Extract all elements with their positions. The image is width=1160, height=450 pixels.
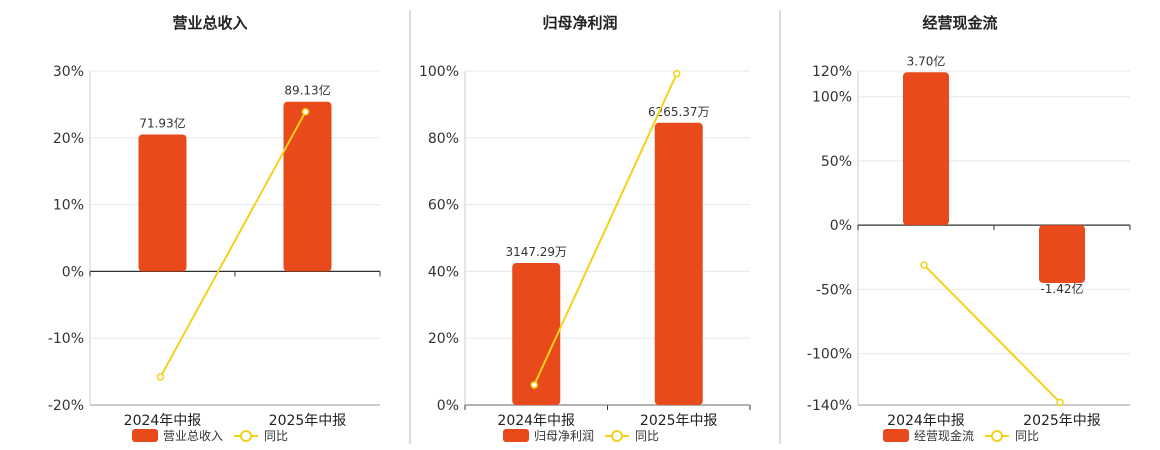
- bar-data-label: 71.93亿: [139, 115, 185, 130]
- chart-panel-1: 营业总收入 -20% -10% 0% 10% 20% 30% 2024年中报 2025年中报 71…: [48, 14, 381, 443]
- legend-line-marker: [611, 430, 623, 442]
- legend-bar-swatch: [503, 429, 529, 442]
- category-label: 2024年中报: [497, 413, 575, 429]
- legend-bar-swatch: [132, 429, 158, 442]
- bar-data-label: 6265.37万: [648, 105, 710, 119]
- y-tick-label: 20%: [53, 131, 84, 147]
- y-tick-label: 0%: [437, 398, 459, 414]
- y-tick-label: 30%: [53, 64, 84, 80]
- yoy-line: [533, 73, 678, 386]
- yoy-point: [920, 261, 928, 269]
- chart-title: 营业总收入: [172, 14, 247, 32]
- legend-label: 同比: [635, 429, 659, 443]
- y-tick-label: -100%: [807, 347, 852, 363]
- bar-data-label: 3147.29万: [505, 245, 567, 259]
- bar: [283, 101, 332, 272]
- legend-label: 营业总收入: [163, 429, 223, 443]
- chart-panel-3: 经营现金流 -140% -100% -50% 0% 50% 100% 120% 2024年中报 2…: [807, 14, 1131, 443]
- chart-title: 归母净利润: [542, 14, 617, 32]
- legend-label: 同比: [1015, 429, 1039, 443]
- legend-label: 同比: [264, 429, 288, 443]
- bar: [903, 72, 949, 226]
- y-tick-label: 50%: [821, 154, 852, 170]
- y-tick-label: 100%: [419, 64, 459, 80]
- yoy-point: [673, 69, 681, 78]
- chart-title: 经营现金流: [922, 14, 997, 32]
- legend-line-marker: [240, 430, 252, 442]
- legend-line-marker: [991, 430, 1003, 442]
- y-tick-label: 100%: [812, 90, 852, 106]
- y-tick-label: 0%: [830, 218, 852, 234]
- category-label: 2025年中报: [1023, 413, 1101, 429]
- y-tick-label: 10%: [53, 198, 84, 214]
- category-label: 2025年中报: [269, 413, 347, 429]
- y-tick-label: 40%: [428, 264, 459, 280]
- yoy-point: [1056, 398, 1064, 407]
- category-label: 2024年中报: [124, 413, 202, 429]
- y-tick-label: 80%: [428, 131, 459, 147]
- category-label: 2025年中报: [640, 413, 718, 429]
- bar: [138, 134, 187, 272]
- bar-data-label: -1.42亿: [1040, 281, 1083, 296]
- y-tick-label: -10%: [48, 331, 84, 347]
- y-tick-label: -50%: [816, 282, 852, 298]
- yoy-point: [156, 373, 165, 381]
- yoy-point: [530, 381, 538, 389]
- bar: [654, 122, 703, 406]
- yoy-line: [159, 111, 307, 378]
- y-tick-label: 0%: [62, 264, 84, 280]
- yoy-point: [301, 107, 310, 116]
- y-tick-label: 20%: [428, 331, 459, 347]
- y-tick-label: -20%: [48, 398, 84, 414]
- y-tick-label: 60%: [428, 198, 459, 214]
- category-label: 2024年中报: [887, 413, 965, 429]
- chart-panel-2: 归母净利润 0% 20% 40% 60% 80% 100% 2024年中报 2025年中报 314…: [419, 14, 751, 443]
- y-tick-label: -140%: [807, 398, 852, 414]
- legend-bar-swatch: [883, 429, 909, 442]
- legend-label: 经营现金流: [914, 428, 974, 443]
- yoy-line: [923, 264, 1061, 404]
- bar-data-label: 89.13亿: [284, 83, 330, 98]
- y-tick-label: 120%: [812, 64, 852, 80]
- legend-label: 归母净利润: [534, 429, 594, 443]
- bar: [512, 263, 561, 405]
- bar-data-label: 3.70亿: [907, 53, 946, 68]
- bar: [1039, 225, 1085, 283]
